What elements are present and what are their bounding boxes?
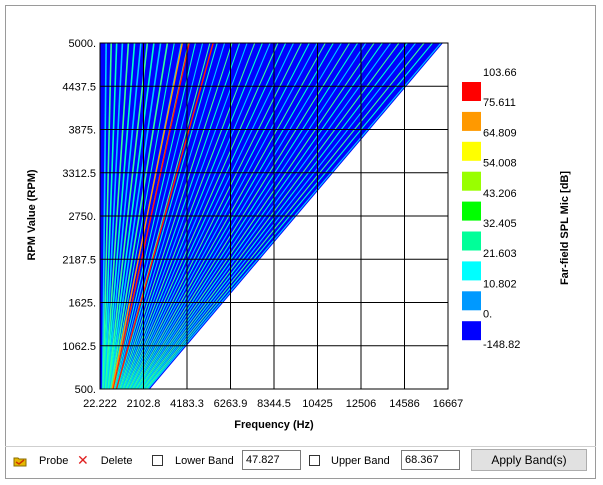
legend-swatch bbox=[462, 261, 481, 281]
legend-swatch bbox=[462, 321, 481, 341]
delete-button[interactable]: ✕ Delete bbox=[77, 447, 133, 474]
legend-swatch bbox=[462, 171, 481, 191]
legend-label: 43.206 bbox=[483, 188, 517, 200]
x-tick-label: 10425 bbox=[302, 398, 333, 410]
legend-label: 21.603 bbox=[483, 248, 517, 260]
x-tick-label: 4183.3 bbox=[170, 398, 204, 410]
colorbar-title: Far-field SPL Mic [dB] bbox=[559, 171, 571, 285]
x-axis-title: Frequency (Hz) bbox=[234, 419, 314, 431]
lower-band-toggle[interactable]: Lower Band bbox=[152, 447, 234, 474]
y-tick-label: 4437.5 bbox=[62, 81, 96, 93]
lower-band-input[interactable] bbox=[242, 450, 301, 470]
legend-swatch bbox=[462, 111, 481, 131]
x-tick-label: 12506 bbox=[346, 398, 377, 410]
legend-swatch bbox=[462, 82, 481, 101]
legend-swatch bbox=[462, 291, 481, 311]
y-tick-label: 3875. bbox=[68, 125, 96, 137]
y-tick-label: 500. bbox=[75, 384, 96, 396]
x-tick-label: 22.222 bbox=[83, 398, 117, 410]
lower-band-checkbox[interactable] bbox=[152, 455, 163, 466]
toolbar: Probe ✕ Delete Lower Band Upper Band App… bbox=[5, 446, 596, 474]
y-tick-label: 2187.5 bbox=[62, 254, 96, 266]
legend-label: 64.809 bbox=[483, 127, 517, 139]
x-tick-label: 8344.5 bbox=[257, 398, 291, 410]
upper-band-label: Upper Band bbox=[331, 454, 390, 467]
y-tick-label: 2750. bbox=[68, 211, 96, 223]
upper-band-toggle[interactable]: Upper Band bbox=[309, 447, 390, 474]
legend-label: 10.802 bbox=[483, 278, 517, 290]
x-tick-label: 14586 bbox=[389, 398, 420, 410]
y-tick-label: 3312.5 bbox=[62, 168, 96, 180]
y-tick-label: 1062.5 bbox=[62, 341, 96, 353]
plot-border bbox=[99, 42, 449, 390]
probe-label: Probe bbox=[39, 454, 69, 467]
x-tick-label: 2102.8 bbox=[127, 398, 161, 410]
legend-label: 0. bbox=[483, 309, 492, 321]
delete-label: Delete bbox=[100, 454, 133, 467]
probe-icon bbox=[13, 457, 27, 466]
campbell-chart[interactable]: 500. 1062.5 1625. 2187.5 2750. 3312.5 3875. 443… bbox=[0, 0, 603, 446]
legend-label: 75.611 bbox=[483, 97, 516, 109]
x-tick-label: 16667 bbox=[433, 398, 464, 410]
legend-swatch bbox=[462, 231, 481, 251]
close-icon: ✕ bbox=[77, 452, 89, 468]
upper-band-input[interactable] bbox=[401, 450, 460, 470]
legend-swatch bbox=[462, 201, 481, 221]
x-tick-label: 6263.9 bbox=[214, 398, 248, 410]
y-axis-title: RPM Value (RPM) bbox=[26, 169, 38, 260]
upper-band-checkbox[interactable] bbox=[309, 455, 320, 466]
lower-band-label: Lower Band bbox=[175, 454, 234, 467]
legend-label: 103.66 bbox=[483, 67, 517, 79]
legend-label: 54.008 bbox=[483, 158, 517, 170]
legend-swatch bbox=[462, 141, 481, 161]
y-tick-label: 5000. bbox=[68, 38, 96, 50]
probe-button[interactable]: Probe bbox=[13, 447, 68, 474]
y-tick-label: 1625. bbox=[68, 298, 96, 310]
legend-label: -148.82 bbox=[483, 339, 520, 351]
legend-label: 32.405 bbox=[483, 218, 517, 230]
apply-bands-button[interactable]: Apply Band(s) bbox=[471, 449, 587, 471]
